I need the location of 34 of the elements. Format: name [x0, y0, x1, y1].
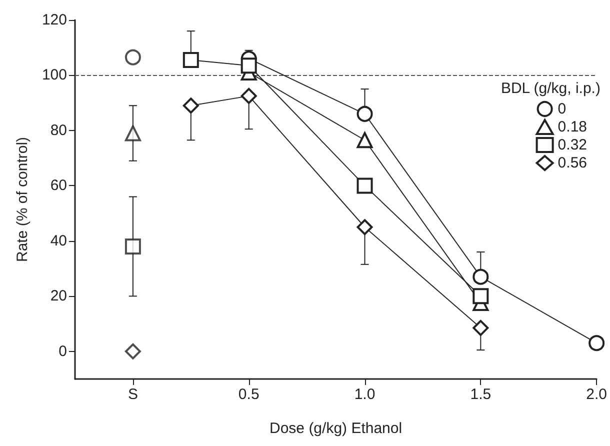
y-tick-label: 60 — [50, 177, 67, 194]
y-axis-title: Rate (% of control) — [14, 136, 31, 262]
point — [240, 88, 257, 104]
x-tick-label: 2.0 — [586, 386, 608, 403]
point — [356, 219, 373, 236]
point — [182, 52, 199, 68]
point — [124, 238, 141, 254]
x-tick-label: 1.5 — [470, 386, 492, 403]
legend-label: 0 — [558, 100, 566, 118]
y-tick-label: 20 — [50, 288, 67, 305]
point — [240, 58, 257, 74]
point — [356, 178, 373, 194]
point — [356, 132, 373, 148]
legend-label: 0.18 — [558, 118, 588, 136]
y-tick-label: 100 — [42, 66, 67, 84]
point — [124, 49, 141, 66]
y-tick-label: 0 — [58, 342, 67, 360]
x-tick-label: 0.5 — [238, 386, 260, 403]
point — [124, 125, 141, 142]
x-axis-title: Dose (g/kg) Ethanol — [270, 420, 402, 437]
y-tick-label: 120 — [42, 12, 67, 28]
legend-label: 0.56 — [558, 154, 588, 172]
legend-title: BDL (g/kg, i.p.) — [500, 80, 600, 97]
x-tick-label: 1.0 — [354, 386, 376, 403]
point — [472, 320, 489, 336]
point — [588, 335, 605, 352]
point — [472, 268, 489, 285]
x-tick-label: S — [128, 386, 138, 403]
legend-label: 0.32 — [558, 136, 588, 154]
point — [182, 98, 199, 114]
point — [472, 288, 489, 304]
point — [356, 106, 373, 122]
y-tick-label: 40 — [50, 232, 67, 250]
y-tick-label: 80 — [50, 122, 67, 139]
